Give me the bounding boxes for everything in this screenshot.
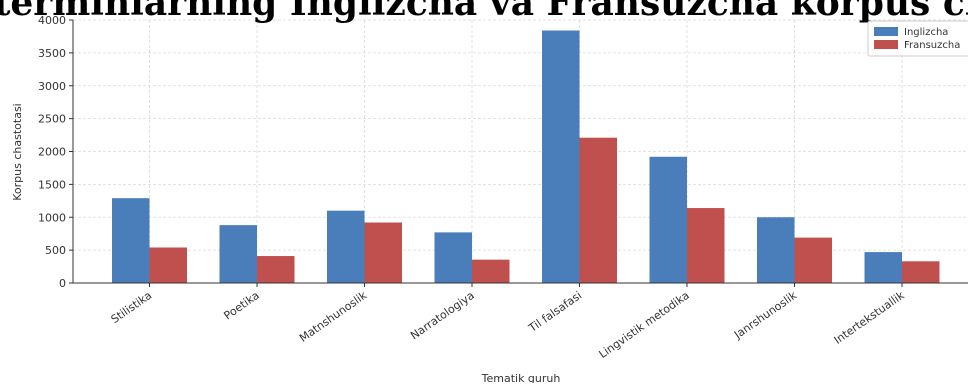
bar-inglizcha-intertekstuallik bbox=[864, 252, 902, 283]
bar-layer bbox=[112, 30, 940, 283]
y-tick-label: 3000 bbox=[38, 80, 66, 93]
x-tick-label: Matnshunoslik bbox=[297, 288, 370, 344]
x-axis-label: Tematik guruh bbox=[481, 372, 561, 383]
legend: Inglizcha Fransuzcha bbox=[867, 20, 968, 57]
grid-layer bbox=[73, 19, 968, 284]
x-tick-labels: Stilistika Poetika Matnshunoslik Narratolog… bbox=[109, 283, 908, 361]
bar-fransuzcha-lingvistik-metodika bbox=[687, 208, 725, 283]
y-tick-label: 4000 bbox=[38, 14, 66, 27]
y-tick-label: 1000 bbox=[38, 211, 66, 224]
bar-fransuzcha-matnshunoslik bbox=[364, 222, 402, 283]
legend-label-inglizcha: Inglizcha bbox=[904, 27, 948, 38]
bar-inglizcha-matnshunoslik bbox=[327, 210, 365, 283]
chart-title: Tematik terminlarning Inglizcha va Frans… bbox=[0, 0, 968, 24]
x-tick-label: Stilistika bbox=[109, 289, 155, 326]
y-tick-label: 500 bbox=[45, 244, 66, 257]
x-tick-label: Til falsafasi bbox=[526, 289, 585, 336]
x-tick-label: Intertekstuallik bbox=[832, 288, 908, 346]
y-tick-label: 2500 bbox=[38, 113, 66, 126]
bar-inglizcha-janrshunoslik bbox=[757, 217, 795, 283]
y-axis-label: Korpus chastotasi bbox=[11, 103, 24, 200]
bar-fransuzcha-intertekstuallik bbox=[902, 261, 940, 283]
legend-swatch-fransuzcha bbox=[874, 40, 898, 49]
legend-label-fransuzcha: Fransuzcha bbox=[904, 40, 960, 51]
x-tick-label: Lingvistik metodika bbox=[596, 289, 691, 361]
bar-inglizcha-narratologiya bbox=[434, 232, 472, 283]
y-tick-label: 2000 bbox=[38, 146, 66, 159]
y-tick-label: 1500 bbox=[38, 178, 66, 191]
y-tick-label: 3500 bbox=[38, 47, 66, 60]
x-tick-label: Narratologiya bbox=[408, 289, 477, 342]
bar-fransuzcha-stilistika bbox=[149, 247, 187, 283]
bar-inglizcha-lingvistik-metodika bbox=[649, 156, 687, 283]
bar-inglizcha-til-falsafasi bbox=[542, 30, 580, 283]
bar-inglizcha-poetika bbox=[219, 225, 257, 283]
bar-fransuzcha-narratologiya bbox=[472, 259, 510, 283]
legend-swatch-inglizcha bbox=[874, 27, 898, 36]
bar-fransuzcha-janrshunoslik bbox=[794, 237, 832, 283]
bar-inglizcha-stilistika bbox=[112, 198, 150, 283]
y-tick-label: 0 bbox=[59, 277, 66, 290]
bar-fransuzcha-til-falsafasi bbox=[579, 137, 617, 283]
x-tick-label: Poetika bbox=[221, 289, 261, 323]
y-tick-labels: 0 500 1000 1500 2000 2500 3000 3500 4000 bbox=[38, 14, 73, 290]
x-tick-label: Janrshunoslik bbox=[731, 288, 800, 341]
bar-fransuzcha-poetika bbox=[257, 256, 295, 283]
